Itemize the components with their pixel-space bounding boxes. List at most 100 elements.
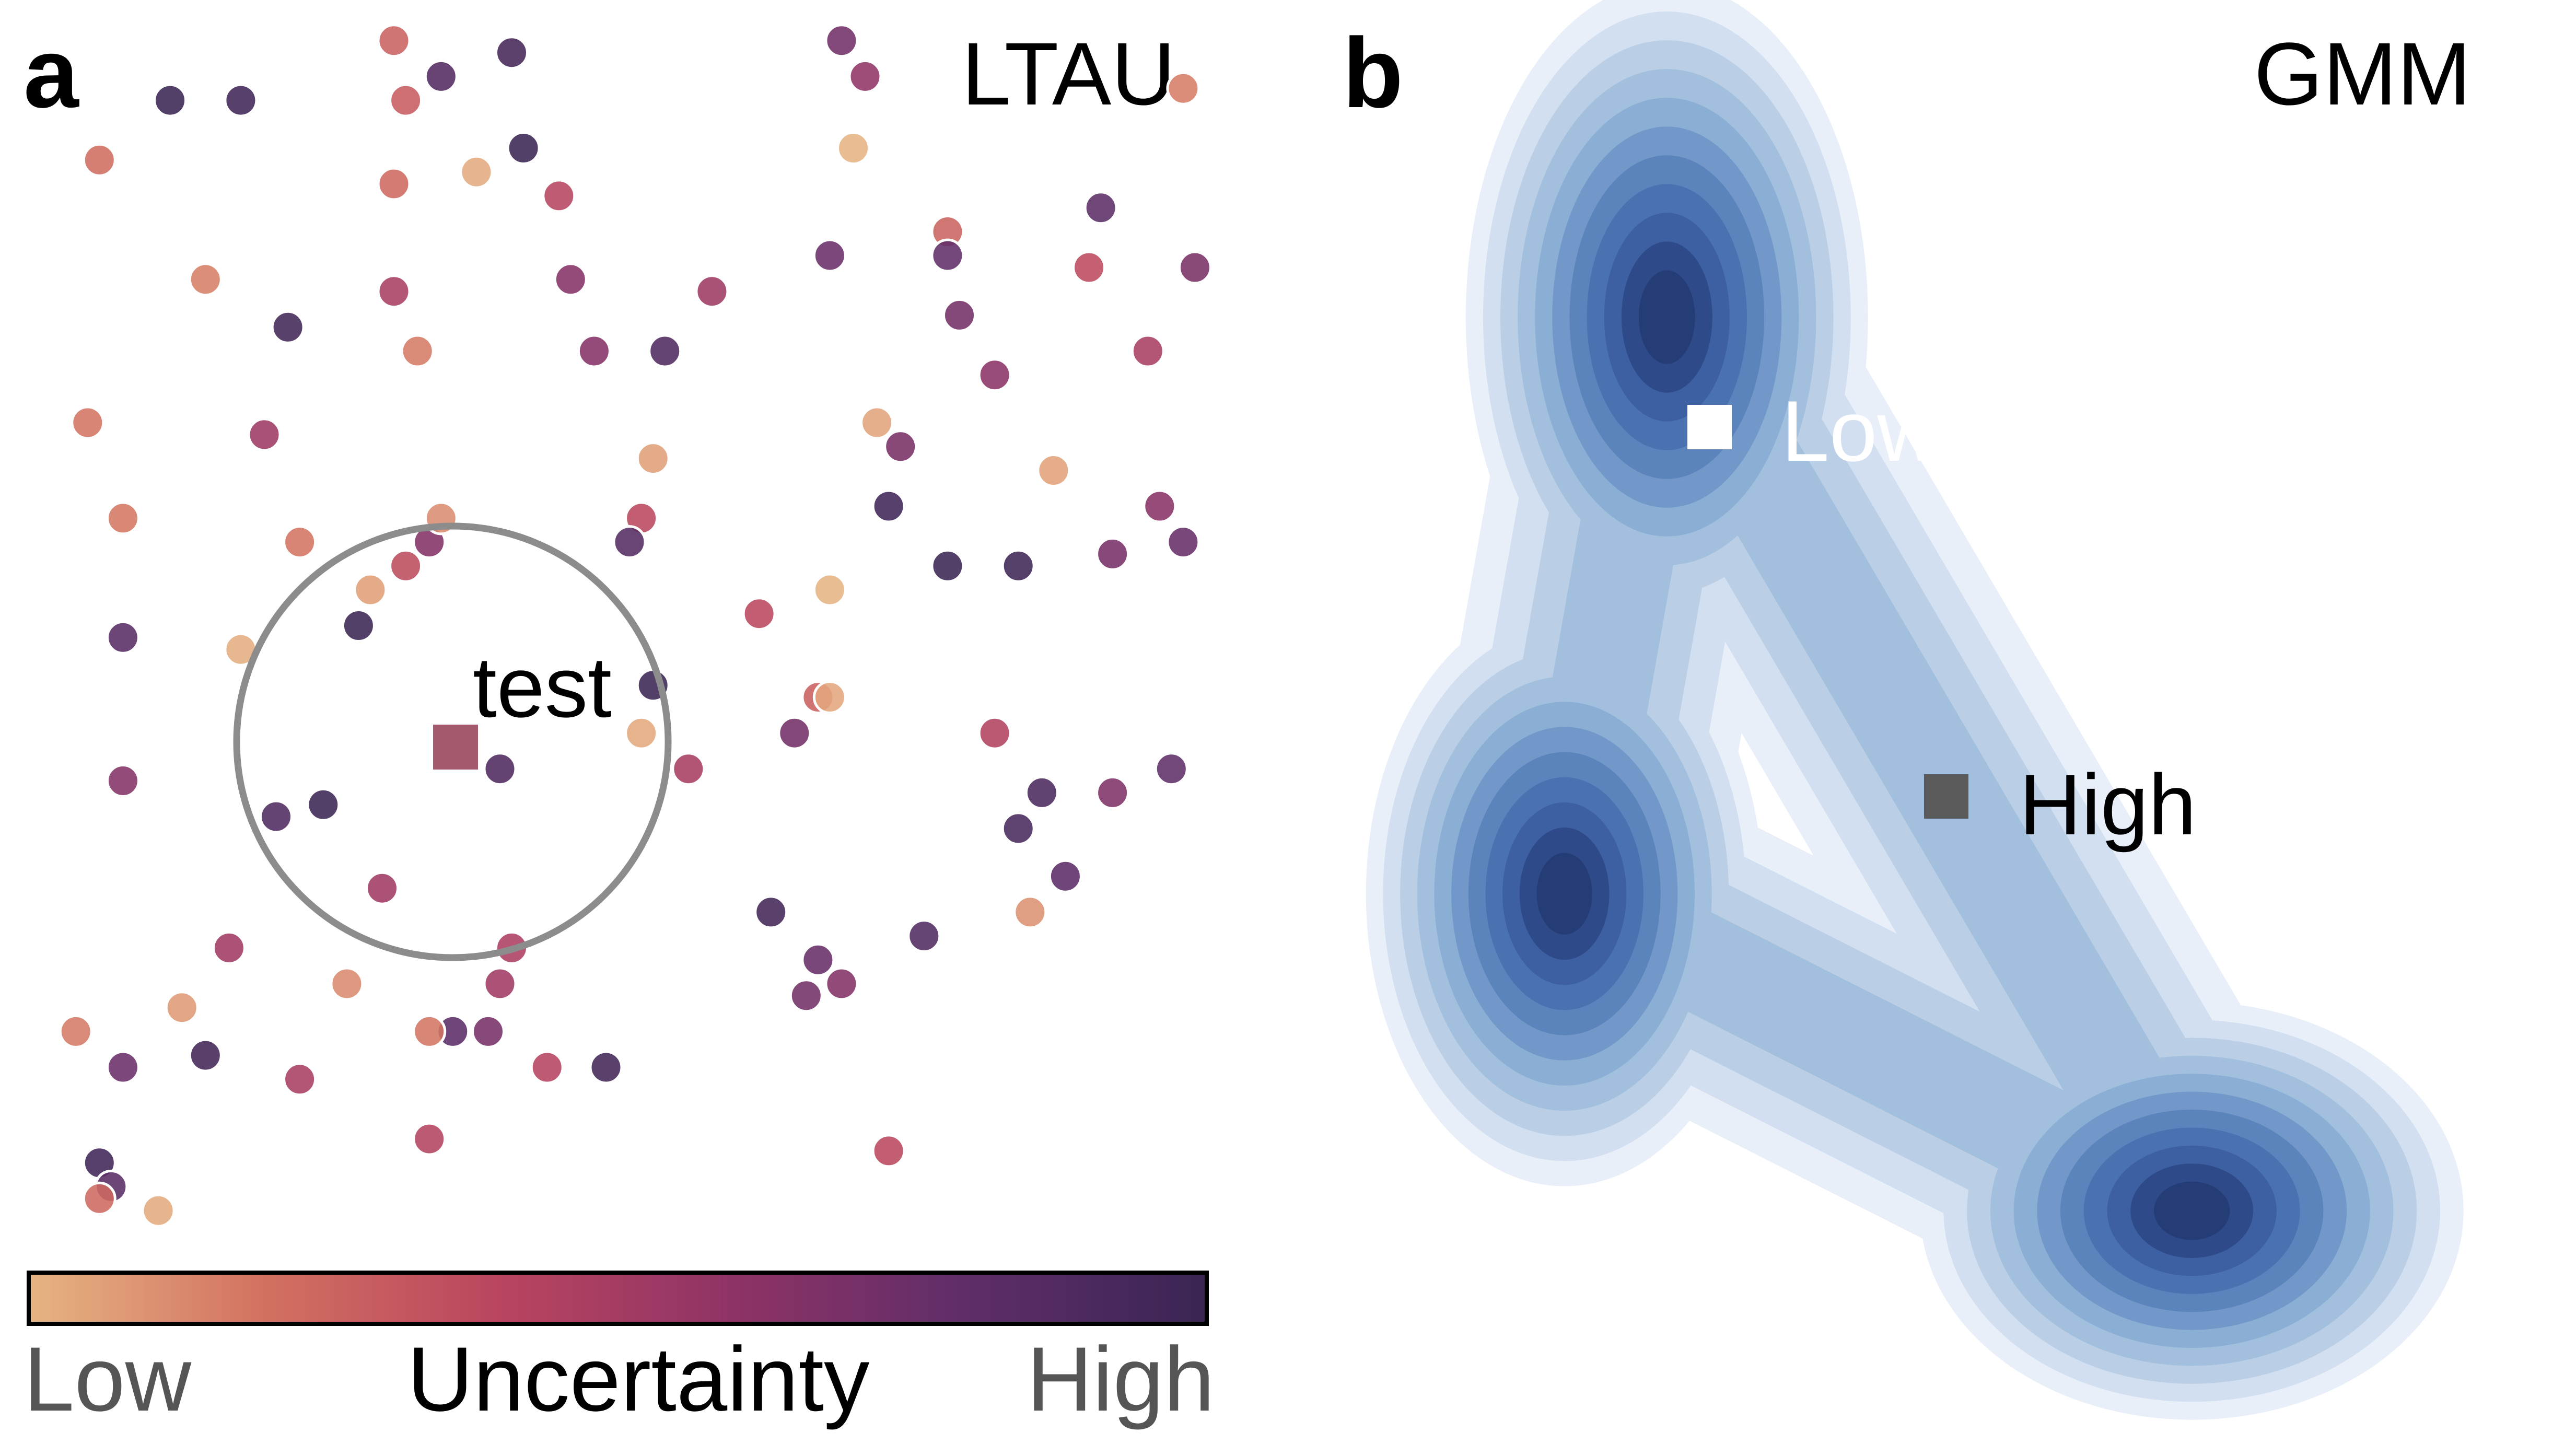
training-point: [1166, 525, 1200, 560]
colorbar-title: Uncertainty: [407, 1329, 870, 1430]
training-point: [1001, 811, 1035, 846]
uncertainty-colorbar: [27, 1271, 1209, 1326]
high-uncertainty-label: High: [2019, 756, 2196, 853]
training-point: [400, 334, 435, 368]
training-point: [283, 1062, 317, 1097]
training-point: [836, 131, 870, 165]
training-point: [812, 573, 847, 607]
training-point: [389, 83, 423, 118]
training-point: [377, 274, 411, 309]
colorbar-low-label: Low: [24, 1329, 192, 1430]
training-point: [412, 1122, 447, 1156]
training-point: [671, 752, 706, 786]
test-point-marker: [433, 725, 478, 770]
training-point: [353, 573, 388, 607]
training-point: [871, 1134, 906, 1168]
low-uncertainty-label: Low: [1781, 383, 1940, 479]
training-point: [1130, 334, 1165, 368]
density-level-11: [1536, 270, 2230, 1240]
training-point: [412, 1014, 447, 1049]
training-point: [377, 167, 411, 201]
training-point: [1048, 859, 1082, 893]
training-point: [188, 1038, 223, 1073]
training-point: [341, 609, 376, 643]
training-point: [1095, 775, 1130, 810]
training-point: [165, 991, 199, 1025]
colorbar-high-label: High: [1027, 1329, 1215, 1430]
training-point: [483, 966, 517, 1001]
training-point: [106, 620, 140, 655]
training-point: [1178, 250, 1212, 285]
density-contour: [2153, 1181, 2230, 1240]
training-point: [82, 1181, 116, 1216]
panel-a-title: LTAU: [962, 25, 1175, 124]
training-point: [907, 919, 941, 953]
training-point: [589, 1050, 623, 1085]
training-point: [789, 979, 823, 1013]
training-point: [977, 716, 1012, 750]
training-point: [271, 310, 305, 344]
training-point: [106, 764, 140, 798]
training-point: [188, 262, 223, 297]
training-point: [106, 1050, 140, 1085]
low-uncertainty-marker: [1687, 405, 1732, 449]
training-point: [306, 787, 341, 822]
training-point: [824, 24, 859, 58]
density-contour: [1536, 853, 1592, 935]
panel-b-title: GMM: [2254, 25, 2471, 124]
training-point: [1072, 250, 1106, 285]
training-point: [483, 752, 517, 786]
training-point: [247, 417, 282, 452]
training-point: [812, 238, 847, 273]
training-point: [459, 155, 494, 189]
density-contour: [1638, 270, 1695, 364]
training-point: [648, 334, 682, 368]
training-point: [1013, 895, 1047, 929]
training-point: [389, 549, 423, 583]
training-point: [106, 501, 140, 535]
training-point: [695, 274, 729, 309]
training-point: [212, 930, 246, 965]
panel-b-letter: b: [1343, 18, 1403, 129]
training-point: [636, 441, 670, 476]
training-point: [812, 680, 847, 715]
training-point: [330, 966, 364, 1001]
training-point: [742, 597, 776, 631]
training-point: [1143, 489, 1177, 523]
training-point: [1036, 453, 1071, 487]
training-point: [1095, 537, 1130, 571]
training-point: [942, 298, 976, 332]
training-point: [495, 36, 529, 70]
panel-a-letter: a: [24, 18, 79, 129]
training-point: [424, 59, 458, 94]
training-point: [860, 405, 894, 440]
training-point: [82, 143, 116, 177]
training-point: [977, 358, 1012, 392]
training-point: [930, 549, 965, 583]
test-point-label: test: [473, 639, 612, 735]
training-point: [259, 799, 293, 834]
gmm-density-contours: [1366, 0, 2464, 1420]
training-point: [824, 966, 859, 1001]
training-point: [1083, 191, 1118, 225]
training-point: [777, 716, 812, 750]
training-point: [542, 179, 576, 213]
training-point: [1166, 71, 1200, 106]
training-point: [1024, 775, 1059, 810]
training-point: [553, 262, 588, 297]
training-point: [224, 83, 258, 118]
training-point: [141, 1193, 176, 1228]
training-point: [153, 83, 188, 118]
training-point: [283, 525, 317, 560]
panel-b: b GMM Low High: [1343, 0, 2471, 1420]
training-point: [365, 871, 399, 905]
training-point: [377, 24, 411, 58]
training-point: [848, 59, 882, 94]
training-point: [754, 895, 788, 929]
training-point: [801, 942, 835, 977]
training-point: [71, 405, 105, 440]
training-point: [530, 1050, 564, 1085]
high-uncertainty-marker: [1924, 774, 1968, 819]
